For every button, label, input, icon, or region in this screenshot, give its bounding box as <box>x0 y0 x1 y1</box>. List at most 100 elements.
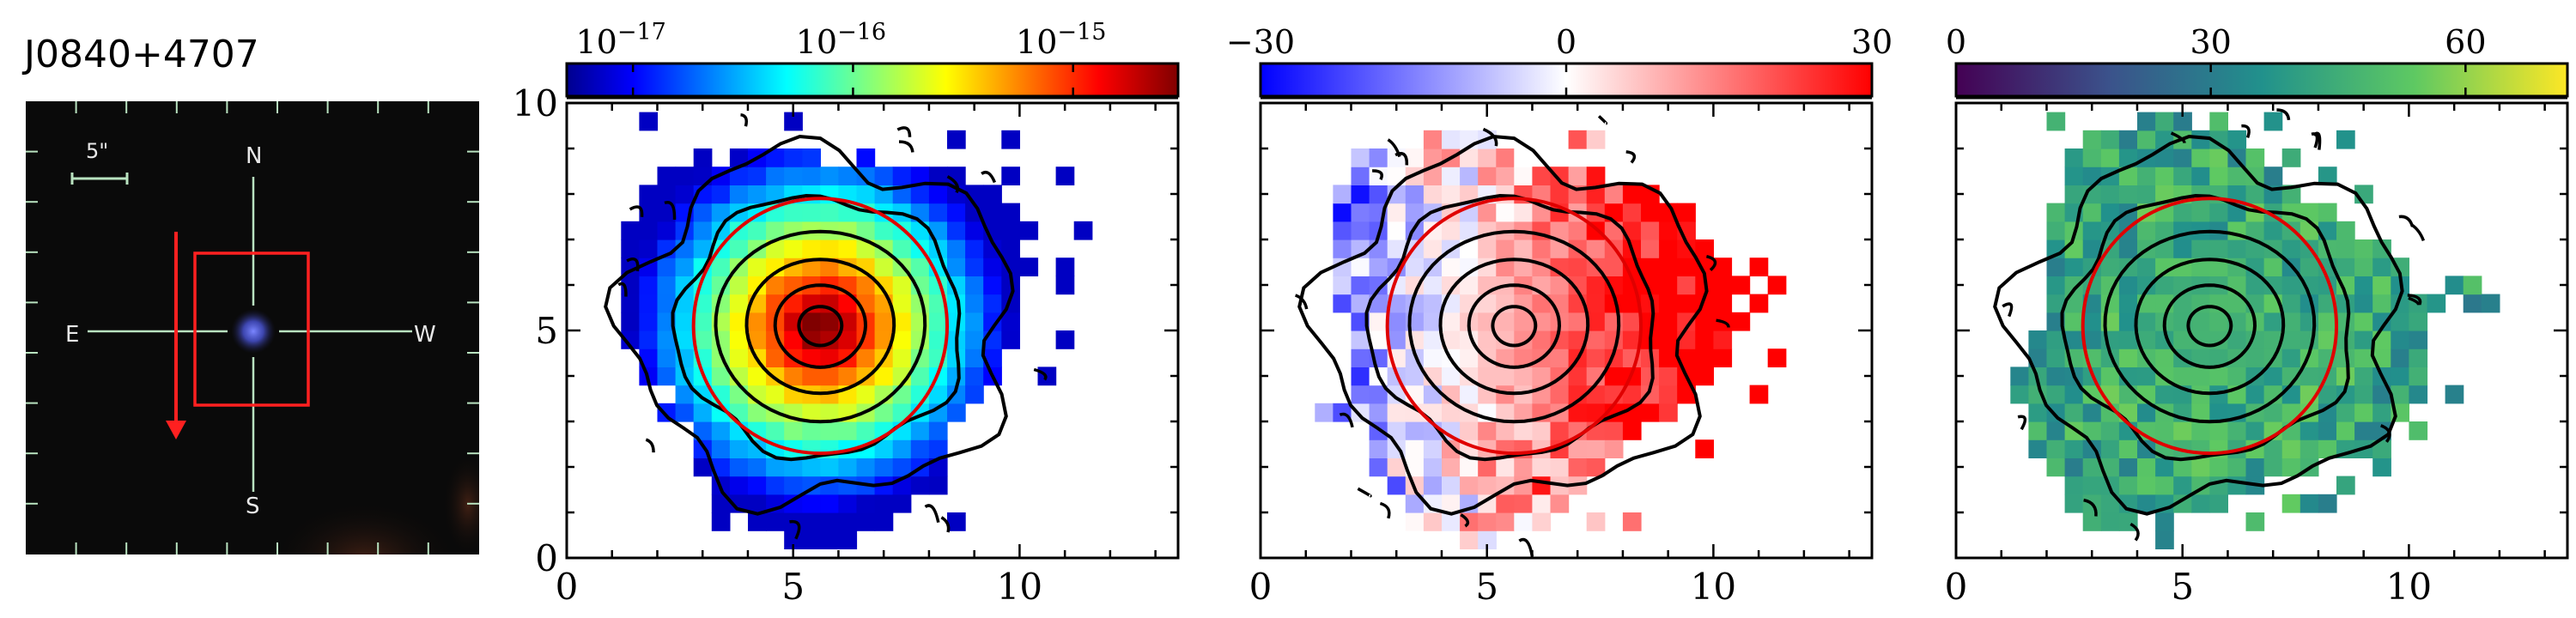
map-pixel <box>856 512 876 531</box>
map-pixel <box>1387 330 1406 349</box>
map-pixel <box>983 203 1002 222</box>
map-pixel <box>1731 276 1751 295</box>
map-pixel <box>1478 494 1497 513</box>
colorbar-tick-label: −30 <box>1226 23 1295 61</box>
map-pixel <box>784 457 803 477</box>
contour-fragment <box>1705 255 1717 272</box>
map-pixel <box>2409 330 2428 349</box>
map-pixel <box>675 239 695 258</box>
map-pixel <box>2046 221 2066 240</box>
map-pixel <box>2354 330 2373 349</box>
map-pixel <box>892 239 912 258</box>
colorbar: −30 0 30 <box>1226 23 1893 98</box>
map-pixel <box>1496 348 1515 367</box>
map-pixel <box>2209 476 2228 495</box>
map-pixel <box>856 221 876 240</box>
map-pixel <box>1442 494 1461 513</box>
map-pixel <box>2137 185 2156 204</box>
map-pixel <box>1496 494 1515 513</box>
map-pixel <box>1351 403 1370 422</box>
map-pixel <box>1387 403 1406 422</box>
map-pixel <box>2354 403 2373 422</box>
map-pixel <box>2082 421 2102 440</box>
thumbnail-frame-ticks <box>26 101 479 554</box>
map-pixel <box>639 330 659 349</box>
colorbar-gradient <box>565 62 1180 98</box>
map-pixel <box>2191 203 2210 222</box>
contour-fragment <box>2380 424 2391 443</box>
map-pixel <box>1369 457 1388 477</box>
map-pixel <box>1423 457 1443 477</box>
map-pixel <box>675 276 695 295</box>
map-pixel <box>639 312 659 331</box>
map-pixel <box>1369 403 1388 422</box>
map-pixel <box>657 367 677 386</box>
map-pixel <box>1001 203 1020 222</box>
map-pixel <box>892 294 912 313</box>
thumbnail-svg: 5" N S E W <box>26 101 479 554</box>
map-pixel <box>1659 403 1678 422</box>
map-pixel <box>2046 457 2066 477</box>
map-pixel <box>928 330 948 349</box>
map-pixel <box>2281 439 2301 458</box>
map-pixel <box>2118 476 2138 495</box>
contour-fragment <box>2170 131 2186 144</box>
map-pixel <box>1496 421 1515 440</box>
map-pixel <box>1677 312 1696 331</box>
map-pixel <box>1604 367 1624 386</box>
map-panel-3: 0 5 10 0 30 60 <box>1945 23 2569 608</box>
map-pixel <box>1405 457 1425 477</box>
map-pixel <box>1677 239 1696 258</box>
map-pixel <box>1586 167 1606 185</box>
map-pixel <box>1351 294 1370 313</box>
y-tick-label: 10 <box>513 82 558 124</box>
map-pixel <box>1460 148 1479 167</box>
map-pixel <box>1586 239 1606 258</box>
sky-thumbnail: 5" N S E W <box>26 101 479 554</box>
map-pixel <box>729 312 749 331</box>
map-pixel <box>1442 312 1461 331</box>
aperture-circle <box>2081 197 2339 456</box>
map-pixel <box>1550 421 1570 440</box>
map-pixel <box>1604 312 1624 331</box>
contour-line <box>744 258 896 396</box>
map-pixel <box>1568 167 1588 185</box>
map-pixel <box>1387 476 1406 495</box>
map-pixel <box>766 148 785 167</box>
map-pixel <box>1659 367 1678 386</box>
contour-fragment <box>2129 522 2140 542</box>
object-name: J0840+4707 <box>24 33 259 76</box>
map-pixel <box>2064 239 2084 258</box>
map-pixel <box>2082 239 2102 258</box>
map-pixel <box>965 385 984 404</box>
map-pixel <box>2227 239 2247 258</box>
map-pixel <box>1496 403 1515 422</box>
map-pixel <box>856 276 876 295</box>
map-pixel <box>784 148 803 167</box>
map-pixel <box>1514 312 1533 331</box>
map-pixel <box>1514 167 1533 185</box>
map-pixel <box>1351 367 1370 386</box>
map-pixel <box>1659 276 1678 295</box>
map-pixel <box>2354 385 2373 404</box>
contour-fragment <box>2312 131 2322 150</box>
map-pixel <box>748 167 767 185</box>
map-pixel <box>748 312 767 331</box>
map-pixel <box>856 385 876 404</box>
map-pixel <box>657 185 677 204</box>
map-pixel <box>2118 130 2138 149</box>
map-pixel <box>892 276 912 295</box>
contour-fragment <box>1716 318 1730 328</box>
map-pixel <box>2336 221 2355 240</box>
map-pixel <box>748 439 767 458</box>
map-pixel <box>1695 312 1714 331</box>
map-pixel <box>2191 258 2210 276</box>
map-pixel <box>820 494 839 513</box>
map-pixel <box>1405 439 1425 458</box>
map-pixel <box>802 203 821 222</box>
map-pixel <box>1641 258 1660 276</box>
map-pixel <box>2227 457 2247 477</box>
map-pixel <box>1568 258 1588 276</box>
contour-fragment <box>1339 412 1354 428</box>
map-pixel <box>2354 312 2373 331</box>
